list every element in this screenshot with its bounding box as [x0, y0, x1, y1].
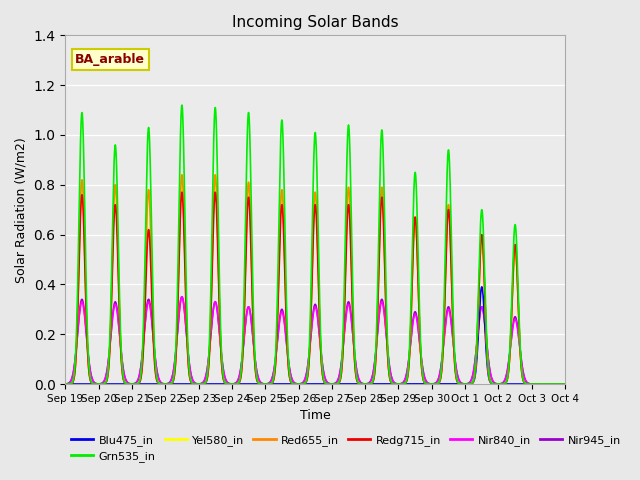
Nir945_in: [379, 299, 387, 305]
Yel580_in: [561, 381, 569, 387]
Yel580_in: [379, 197, 387, 203]
Nir945_in: [556, 381, 563, 387]
Nir840_in: [164, 381, 172, 386]
Nir840_in: [556, 381, 563, 387]
Line: Nir945_in: Nir945_in: [65, 297, 565, 384]
Grn535_in: [561, 381, 569, 387]
Blu475_in: [556, 381, 563, 387]
Nir840_in: [423, 380, 431, 385]
Red655_in: [164, 381, 172, 387]
Line: Redg715_in: Redg715_in: [65, 192, 565, 384]
Blu475_in: [455, 381, 463, 387]
Blu475_in: [164, 381, 172, 387]
Red655_in: [423, 381, 431, 387]
Red655_in: [561, 381, 569, 387]
Redg715_in: [485, 372, 493, 377]
Grn535_in: [61, 381, 69, 387]
Yel580_in: [455, 381, 463, 386]
Grn535_in: [423, 381, 431, 387]
Y-axis label: Solar Radiation (W/m2): Solar Radiation (W/m2): [15, 137, 28, 283]
Yel580_in: [423, 381, 431, 387]
Grn535_in: [455, 381, 463, 386]
Blu475_in: [379, 381, 387, 387]
Blu475_in: [423, 381, 431, 387]
Red655_in: [61, 381, 69, 387]
Yel580_in: [485, 372, 493, 378]
Line: Nir840_in: Nir840_in: [65, 297, 565, 384]
Red655_in: [211, 172, 219, 178]
Nir945_in: [485, 360, 493, 366]
Yel580_in: [164, 381, 172, 387]
Line: Blu475_in: Blu475_in: [65, 287, 565, 384]
X-axis label: Time: Time: [300, 409, 330, 422]
Redg715_in: [164, 381, 172, 387]
Redg715_in: [556, 381, 563, 387]
Nir840_in: [379, 301, 387, 307]
Yel580_in: [211, 172, 219, 178]
Redg715_in: [423, 381, 431, 387]
Redg715_in: [379, 206, 387, 212]
Blu475_in: [478, 284, 486, 290]
Yel580_in: [556, 381, 563, 387]
Yel580_in: [61, 381, 69, 387]
Nir840_in: [61, 381, 69, 387]
Blu475_in: [561, 381, 569, 387]
Nir945_in: [164, 381, 172, 386]
Grn535_in: [485, 370, 493, 376]
Grn535_in: [379, 144, 387, 149]
Grn535_in: [178, 102, 186, 108]
Redg715_in: [561, 381, 569, 387]
Title: Incoming Solar Bands: Incoming Solar Bands: [232, 15, 399, 30]
Line: Red655_in: Red655_in: [65, 175, 565, 384]
Line: Grn535_in: Grn535_in: [65, 105, 565, 384]
Blu475_in: [485, 375, 493, 381]
Red655_in: [379, 197, 387, 203]
Text: BA_arable: BA_arable: [76, 53, 145, 66]
Red655_in: [485, 372, 493, 378]
Nir840_in: [178, 294, 186, 300]
Nir840_in: [485, 360, 493, 366]
Blu475_in: [61, 381, 69, 387]
Red655_in: [556, 381, 563, 387]
Redg715_in: [61, 381, 69, 387]
Nir840_in: [455, 377, 463, 383]
Nir945_in: [455, 377, 463, 383]
Legend: Blu475_in, Grn535_in, Yel580_in, Red655_in, Redg715_in, Nir840_in, Nir945_in: Blu475_in, Grn535_in, Yel580_in, Red655_…: [71, 435, 621, 462]
Redg715_in: [211, 190, 219, 195]
Line: Yel580_in: Yel580_in: [65, 175, 565, 384]
Nir945_in: [561, 381, 569, 387]
Nir945_in: [61, 381, 69, 387]
Redg715_in: [455, 381, 463, 386]
Grn535_in: [556, 381, 563, 387]
Grn535_in: [164, 381, 172, 387]
Red655_in: [455, 381, 463, 386]
Nir840_in: [561, 381, 569, 387]
Nir945_in: [178, 294, 186, 300]
Nir945_in: [423, 379, 431, 385]
